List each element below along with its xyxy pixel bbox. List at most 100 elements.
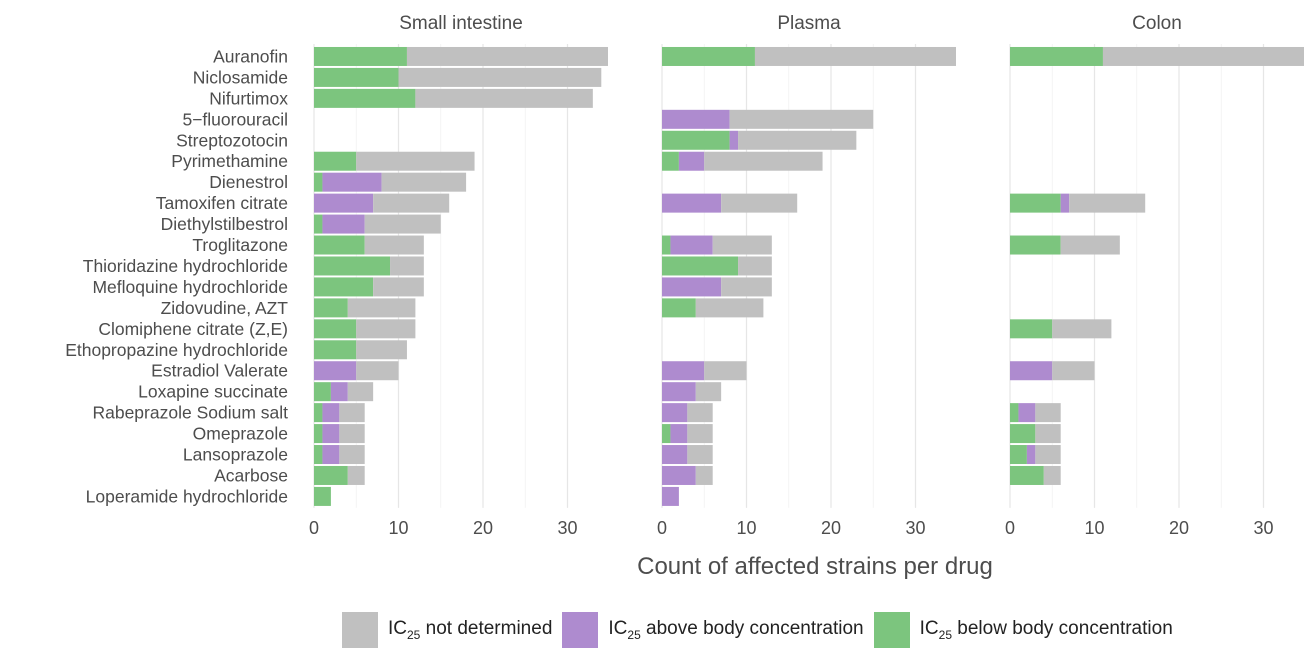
bar-small-intestine-rabeprazole-sodium-salt-below bbox=[314, 403, 323, 423]
category-label-estradiol-valerate: Estradiol Valerate bbox=[151, 361, 288, 381]
bar-colon-auranofin-not-determined bbox=[1102, 46, 1304, 66]
bar-small-intestine-loxapine-succinate-below bbox=[314, 382, 331, 402]
bar-small-intestine-troglitazone-below bbox=[314, 235, 365, 255]
x-tick-label-colon-20: 20 bbox=[1169, 518, 1189, 538]
bar-plasma-thioridazine-hydrochloride-below bbox=[662, 256, 739, 276]
bar-plasma-streptozotocin-above bbox=[729, 130, 739, 150]
bar-small-intestine-troglitazone-not-determined bbox=[364, 235, 424, 255]
bar-small-intestine-ethopropazine-hydrochloride-not-determined bbox=[356, 340, 407, 360]
bar-plasma-omeprazole-above bbox=[670, 424, 688, 444]
bar-colon-clomiphene-citrate-z-e-not-determined bbox=[1052, 319, 1112, 339]
category-label-niclosamide: Niclosamide bbox=[193, 67, 288, 87]
bar-colon-acarbose-not-determined bbox=[1043, 465, 1061, 485]
bar-colon-estradiol-valerate-above bbox=[1010, 361, 1053, 381]
bar-plasma-zidovudine-azt-not-determined bbox=[695, 298, 764, 318]
bar-small-intestine-thioridazine-hydrochloride-below bbox=[314, 256, 391, 276]
category-label-ethopropazine-hydrochloride: Ethopropazine hydrochloride bbox=[65, 340, 288, 360]
bar-small-intestine-auranofin-below bbox=[314, 46, 407, 66]
bar-small-intestine-zidovudine-azt-below bbox=[314, 298, 348, 318]
bar-plasma-auranofin-not-determined bbox=[754, 46, 956, 66]
bar-plasma-streptozotocin-not-determined bbox=[738, 130, 857, 150]
bar-plasma-acarbose-not-determined bbox=[695, 465, 713, 485]
bar-small-intestine-dienestrol-not-determined bbox=[381, 172, 467, 192]
bar-colon-tamoxifen-citrate-above bbox=[1060, 193, 1070, 213]
bar-plasma-rabeprazole-sodium-salt-not-determined bbox=[687, 403, 713, 423]
bar-small-intestine-pyrimethamine-not-determined bbox=[356, 151, 475, 171]
faceted-bar-chart: Small intestine 0 10 20 30 Plasma 0 10 20 30 Colon… bbox=[65, 13, 1304, 580]
bar-plasma-mefloquine-hydrochloride-not-determined bbox=[721, 277, 772, 297]
bar-small-intestine-lansoprazole-below bbox=[314, 445, 323, 465]
legend-swatch-above bbox=[562, 612, 599, 648]
bar-colon-tamoxifen-citrate-not-determined bbox=[1069, 193, 1146, 213]
category-label-nifurtimox: Nifurtimox bbox=[209, 88, 288, 108]
category-label-pyrimethamine: Pyrimethamine bbox=[171, 151, 288, 171]
bar-colon-acarbose-below bbox=[1010, 465, 1044, 485]
bar-small-intestine-mefloquine-hydrochloride-not-determined bbox=[373, 277, 424, 297]
legend-swatch-not-determined bbox=[342, 612, 378, 648]
bar-plasma-acarbose-above bbox=[662, 465, 696, 485]
bar-small-intestine-diethylstilbestrol-not-determined bbox=[364, 214, 441, 234]
category-label-rabeprazole-sodium-salt: Rabeprazole Sodium salt bbox=[92, 403, 288, 423]
bar-plasma-omeprazole-not-determined bbox=[687, 424, 713, 444]
bar-small-intestine-diethylstilbestrol-below bbox=[314, 214, 323, 234]
bar-small-intestine-omeprazole-not-determined bbox=[339, 424, 365, 444]
x-tick-label-plasma-10: 10 bbox=[736, 518, 756, 538]
bar-plasma-estradiol-valerate-not-determined bbox=[704, 361, 747, 381]
bar-small-intestine-clomiphene-citrate-z-e-not-determined bbox=[356, 319, 416, 339]
bar-colon-tamoxifen-citrate-below bbox=[1010, 193, 1061, 213]
bar-plasma-loxapine-succinate-above bbox=[662, 382, 696, 402]
bar-plasma-pyrimethamine-below bbox=[662, 151, 679, 171]
bar-small-intestine-nifurtimox-below bbox=[314, 88, 416, 108]
x-tick-label-plasma-20: 20 bbox=[821, 518, 841, 538]
bar-small-intestine-thioridazine-hydrochloride-not-determined bbox=[390, 256, 424, 276]
panel-title-plasma: Plasma bbox=[777, 13, 841, 34]
category-label-loxapine-succinate: Loxapine succinate bbox=[138, 382, 288, 402]
bar-plasma-loperamide-hydrochloride-above bbox=[662, 486, 679, 506]
x-tick-label-colon-30: 30 bbox=[1253, 518, 1273, 538]
bar-plasma-auranofin-below bbox=[662, 46, 755, 66]
category-label-lansoprazole: Lansoprazole bbox=[183, 445, 288, 465]
bar-colon-rabeprazole-sodium-salt-not-determined bbox=[1035, 403, 1061, 423]
bar-small-intestine-estradiol-valerate-above bbox=[314, 361, 357, 381]
bar-plasma-tamoxifen-citrate-above bbox=[662, 193, 722, 213]
bar-small-intestine-zidovudine-azt-not-determined bbox=[347, 298, 416, 318]
bar-colon-lansoprazole-not-determined bbox=[1035, 445, 1061, 465]
legend: IC25 not determined IC25 above body conc… bbox=[342, 612, 1183, 648]
panel-title-colon: Colon bbox=[1132, 13, 1182, 34]
bar-plasma-pyrimethamine-not-determined bbox=[704, 151, 823, 171]
bar-colon-omeprazole-not-determined bbox=[1035, 424, 1061, 444]
legend-item-below: IC25 below body concentration bbox=[873, 612, 1173, 648]
bar-plasma-troglitazone-above bbox=[670, 235, 713, 255]
bar-plasma-tamoxifen-citrate-not-determined bbox=[721, 193, 798, 213]
bar-small-intestine-omeprazole-above bbox=[322, 424, 340, 444]
bar-plasma-troglitazone-not-determined bbox=[712, 235, 772, 255]
category-label-streptozotocin: Streptozotocin bbox=[176, 130, 288, 150]
bar-small-intestine-rabeprazole-sodium-salt-not-determined bbox=[339, 403, 365, 423]
bar-plasma-lansoprazole-above bbox=[662, 445, 688, 465]
category-label-omeprazole: Omeprazole bbox=[193, 424, 288, 444]
bar-small-intestine-niclosamide-below bbox=[314, 67, 399, 87]
bar-plasma-mefloquine-hydrochloride-above bbox=[662, 277, 722, 297]
bar-small-intestine-acarbose-not-determined bbox=[347, 465, 365, 485]
category-label-dienestrol: Dienestrol bbox=[209, 172, 288, 192]
x-axis-label: Count of affected strains per drug bbox=[637, 553, 993, 580]
x-tick-label-small-intestine-30: 30 bbox=[557, 518, 577, 538]
bar-plasma-zidovudine-azt-below bbox=[662, 298, 696, 318]
bar-plasma-5-fluorouracil-above bbox=[662, 109, 730, 129]
category-label-zidovudine-azt: Zidovudine, AZT bbox=[161, 298, 289, 318]
x-tick-label-colon-10: 10 bbox=[1084, 518, 1104, 538]
bar-small-intestine-clomiphene-citrate-z-e-below bbox=[314, 319, 357, 339]
category-label-5-fluorouracil: 5−fluorouracil bbox=[182, 109, 288, 129]
category-label-auranofin: Auranofin bbox=[213, 46, 288, 66]
legend-item-above: IC25 above body concentration bbox=[562, 612, 864, 648]
bar-small-intestine-mefloquine-hydrochloride-below bbox=[314, 277, 374, 297]
legend-swatch-below bbox=[873, 612, 910, 648]
x-tick-label-colon-0: 0 bbox=[1005, 518, 1015, 538]
bar-colon-auranofin-below bbox=[1010, 46, 1103, 66]
bar-colon-troglitazone-not-determined bbox=[1060, 235, 1120, 255]
bar-plasma-lansoprazole-not-determined bbox=[687, 445, 713, 465]
bar-plasma-thioridazine-hydrochloride-not-determined bbox=[738, 256, 772, 276]
panel-title-small-intestine: Small intestine bbox=[399, 13, 523, 34]
bar-small-intestine-loperamide-hydrochloride-below bbox=[314, 486, 331, 506]
category-label-loperamide-hydrochloride: Loperamide hydrochloride bbox=[86, 486, 288, 506]
